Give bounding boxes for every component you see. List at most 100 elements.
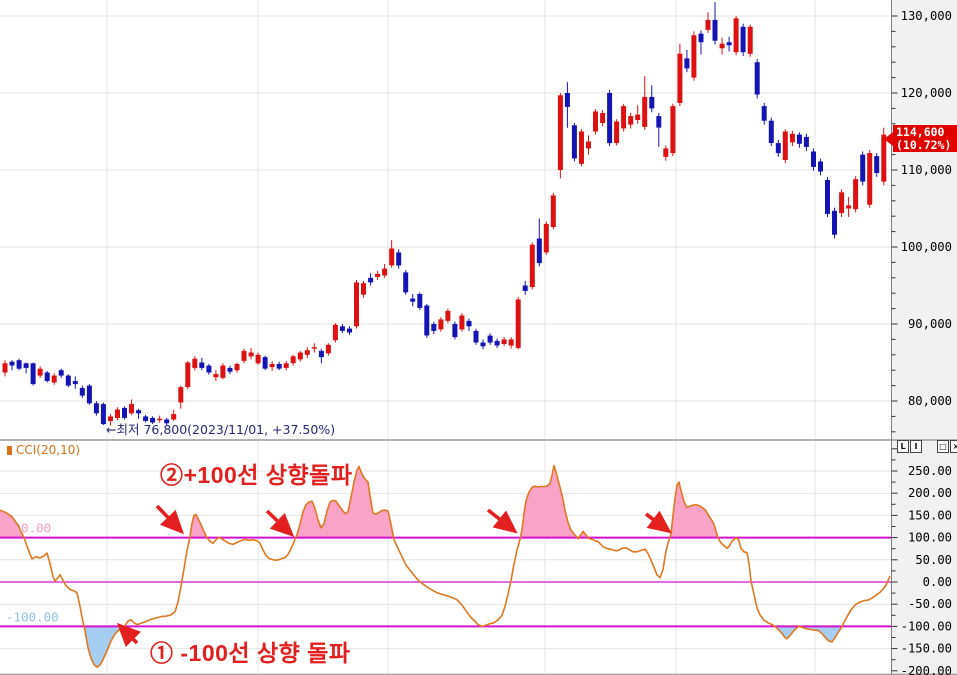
- candle-body: [318, 350, 324, 358]
- axis-gutter: [891, 0, 957, 675]
- candle-body: [136, 410, 142, 414]
- candle-body: [466, 320, 472, 327]
- candle-body: [339, 326, 345, 331]
- candle-body: [621, 106, 627, 129]
- candle-body: [325, 344, 331, 354]
- candle-body: [206, 365, 212, 373]
- candle-body: [740, 26, 746, 53]
- cci-indicator-header[interactable]: CCI(20,10): [7, 443, 80, 457]
- candle-body: [9, 361, 15, 366]
- candle-body: [515, 299, 521, 348]
- cci-axis-label: 200.00: [908, 486, 952, 500]
- breakout-arrow-icon: [265, 509, 295, 537]
- candle-body: [143, 416, 149, 421]
- candle-body: [199, 362, 205, 368]
- cci-axis-label: -100.00: [901, 619, 952, 633]
- candle-body: [375, 273, 381, 277]
- candle-body: [37, 368, 43, 376]
- candle-body: [536, 238, 542, 264]
- cci-axis-label: 0.00: [923, 575, 952, 589]
- annotation-minus100-breakout: ① -100선 상향 돌파: [150, 640, 351, 666]
- candle-body: [867, 153, 873, 205]
- candle-body: [368, 277, 374, 283]
- candle-body: [712, 19, 718, 41]
- candle-body: [494, 340, 500, 346]
- candle-body: [382, 268, 388, 276]
- candle-body: [72, 381, 78, 385]
- candle-body: [811, 151, 816, 167]
- candle-body: [424, 305, 430, 336]
- candle-body: [473, 330, 479, 343]
- candle-body: [754, 62, 760, 95]
- candle-body: [51, 375, 57, 383]
- breakout-arrow-icon: [116, 622, 142, 648]
- cci-axis-label: 50.00: [915, 553, 952, 567]
- candle-body: [796, 134, 802, 144]
- price-marker-box: 114,600 (10.72%): [893, 125, 957, 152]
- candle-body: [649, 96, 655, 109]
- cci-indicator-label: CCI(20,10): [16, 443, 81, 457]
- candle-body: [255, 354, 261, 364]
- candle-body: [803, 136, 809, 147]
- candle-body: [220, 365, 226, 378]
- candle-body: [185, 362, 191, 388]
- candle-body: [361, 283, 366, 295]
- window-button-□[interactable]: □: [937, 440, 949, 453]
- candle-body: [171, 414, 177, 420]
- candle-body: [100, 404, 106, 425]
- candle-body: [881, 134, 887, 182]
- price-axis-label: 80,000: [908, 394, 952, 408]
- current-price-change: (10.72%): [896, 137, 952, 152]
- cci-panel-buttons-right: □ ×: [937, 440, 957, 453]
- candle-body: [417, 294, 423, 308]
- candle-body: [79, 387, 85, 396]
- price-axis-label: 110,000: [901, 163, 952, 177]
- candle-body: [304, 350, 310, 355]
- candle-body: [628, 116, 634, 125]
- candle-body: [431, 324, 437, 331]
- candle-body: [839, 192, 845, 214]
- candle-body: [283, 363, 289, 368]
- candle-body: [600, 113, 606, 123]
- cci-line: [0, 464, 891, 668]
- candle-body: [452, 324, 458, 338]
- lower-level-label: -100.00: [6, 609, 59, 624]
- candle-body: [44, 372, 50, 381]
- candlesticks: [2, 2, 887, 426]
- candle-body: [445, 310, 451, 321]
- candle-body: [16, 360, 22, 369]
- price-marker-arrow-icon: [884, 131, 893, 146]
- candle-body: [761, 106, 767, 121]
- candle-body: [122, 407, 127, 418]
- candle-body: [332, 324, 338, 341]
- candle-body: [86, 385, 92, 404]
- panel-button-I[interactable]: I: [910, 440, 922, 453]
- current-price-marker: 114,600 (10.72%): [884, 125, 957, 152]
- candle-body: [529, 244, 535, 287]
- candle-body: [789, 133, 795, 143]
- lowest-price-annotation: ←최저 76,800(2023/11/01, +37.50%): [106, 422, 336, 437]
- candle-body: [347, 328, 352, 333]
- candle-body: [733, 18, 739, 53]
- candle-body: [663, 148, 669, 157]
- candle-body: [297, 352, 303, 360]
- candle-body: [846, 205, 852, 209]
- candle-body: [586, 141, 591, 149]
- candle-body: [684, 58, 690, 69]
- panel-button-L[interactable]: L: [897, 440, 909, 453]
- candle-body: [403, 272, 409, 293]
- candle-body: [642, 96, 648, 127]
- price-axis-label: 100,000: [901, 240, 952, 254]
- breakout-arrow-icon: [486, 508, 518, 534]
- window-button-×[interactable]: ×: [950, 440, 957, 453]
- candle-body: [192, 358, 198, 368]
- candle-body: [768, 120, 774, 143]
- candle-body: [58, 370, 64, 376]
- candle-body: [164, 419, 170, 424]
- candle-body: [157, 418, 163, 421]
- candle-body: [614, 121, 620, 144]
- candle-body: [747, 26, 753, 54]
- candle-body: [227, 367, 233, 372]
